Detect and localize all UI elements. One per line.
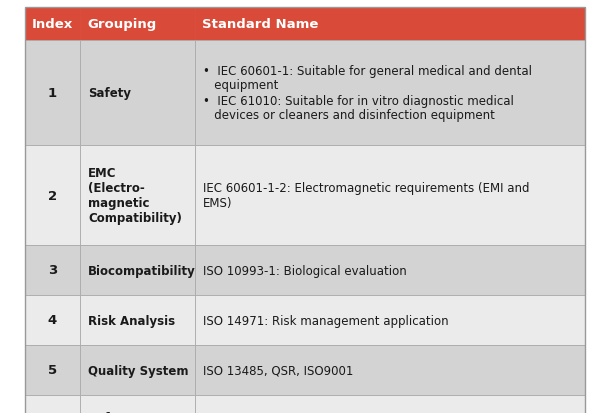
Bar xyxy=(80,295,195,345)
Bar xyxy=(80,146,195,245)
Bar xyxy=(25,395,80,413)
Bar xyxy=(25,295,80,345)
Text: Grouping: Grouping xyxy=(87,18,156,31)
Bar xyxy=(80,345,195,395)
Bar xyxy=(195,295,585,345)
Bar xyxy=(195,8,585,41)
Text: 5: 5 xyxy=(48,363,57,377)
Bar xyxy=(25,345,80,395)
Bar xyxy=(195,245,585,295)
Text: Safety: Safety xyxy=(88,87,131,100)
Text: 4: 4 xyxy=(48,314,57,327)
Text: ISO 10993-1: Biological evaluation: ISO 10993-1: Biological evaluation xyxy=(203,264,407,277)
Bar xyxy=(25,146,80,245)
Text: ISO 13485, QSR, ISO9001: ISO 13485, QSR, ISO9001 xyxy=(203,363,353,377)
Bar xyxy=(195,395,585,413)
Text: Standard Name: Standard Name xyxy=(202,18,318,31)
Text: IEC 60601-1-2: Electromagnetic requirements (EMI and
EMS): IEC 60601-1-2: Electromagnetic requireme… xyxy=(203,182,529,209)
Text: 2: 2 xyxy=(48,189,57,202)
Text: ISO 14971: Risk management application: ISO 14971: Risk management application xyxy=(203,314,448,327)
Bar xyxy=(195,146,585,245)
Text: Risk Analysis: Risk Analysis xyxy=(88,314,175,327)
Bar xyxy=(80,245,195,295)
Bar xyxy=(80,41,195,146)
Text: Quality System: Quality System xyxy=(88,363,188,377)
Bar xyxy=(80,8,195,41)
Text: EMC
(Electro-
magnetic
Compatibility): EMC (Electro- magnetic Compatibility) xyxy=(88,166,182,224)
Text: •  IEC 60601-1: Suitable for general medical and dental
   equipment
•  IEC 6101: • IEC 60601-1: Suitable for general medi… xyxy=(203,64,532,122)
Bar xyxy=(195,345,585,395)
Text: 3: 3 xyxy=(48,264,57,277)
Bar xyxy=(195,41,585,146)
Bar xyxy=(80,395,195,413)
Bar xyxy=(25,41,80,146)
Bar xyxy=(25,245,80,295)
Text: 1: 1 xyxy=(48,87,57,100)
Text: Software
Confirmation: Software Confirmation xyxy=(88,411,174,413)
Bar xyxy=(25,8,80,41)
Text: Index: Index xyxy=(32,18,73,31)
Text: Biocompatibility: Biocompatibility xyxy=(88,264,196,277)
